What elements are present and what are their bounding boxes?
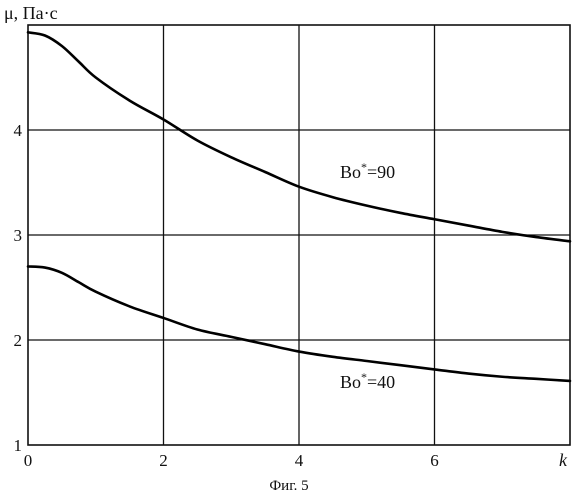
series-label-bo-90: Bo*=90 [340, 160, 395, 182]
series-label-suffix: =40 [367, 372, 395, 392]
y-tick-label: 4 [14, 121, 23, 140]
x-tick-label: 0 [24, 451, 33, 470]
series-label-bo-40: Bo*=40 [340, 370, 395, 392]
x-tick-label: 2 [159, 451, 168, 470]
y-tick-label: 1 [14, 436, 23, 455]
figure-caption: Фиг. 5 [269, 478, 308, 494]
series-label-base: Bo [340, 162, 361, 182]
y-axis-label: μ, Па·с [4, 3, 58, 23]
series-label-base: Bo [340, 372, 361, 392]
y-tick-label: 2 [14, 331, 23, 350]
x-tick-label: 4 [295, 451, 304, 470]
y-tick-label: 3 [14, 226, 23, 245]
x-tick-label: 6 [430, 451, 439, 470]
x-axis-label: k [559, 450, 568, 470]
series-label-suffix: =90 [367, 162, 395, 182]
